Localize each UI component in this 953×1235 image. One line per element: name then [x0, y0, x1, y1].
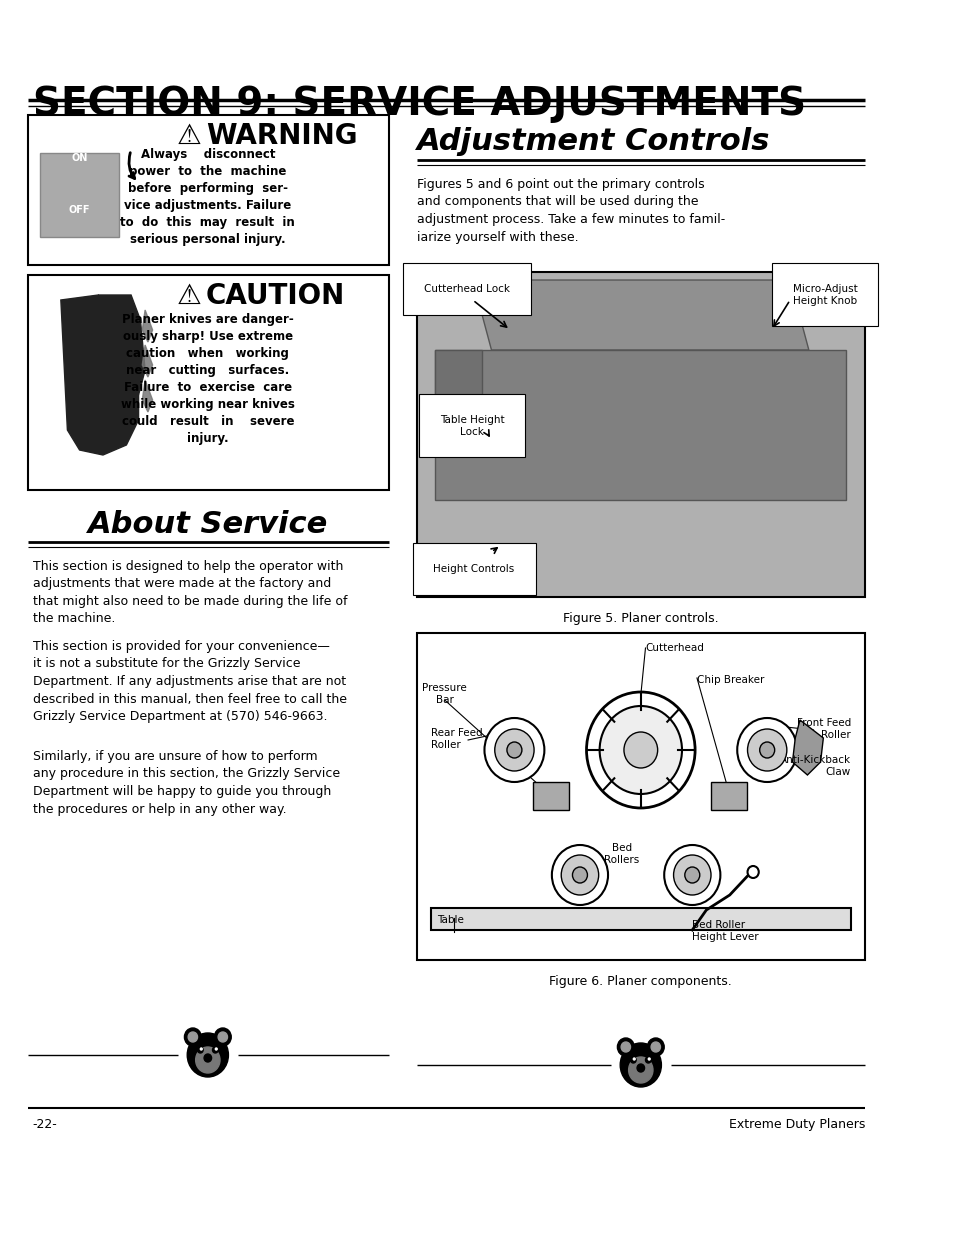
FancyBboxPatch shape [435, 350, 845, 500]
FancyBboxPatch shape [416, 634, 864, 960]
Circle shape [187, 1032, 228, 1077]
Circle shape [645, 1057, 650, 1063]
Circle shape [495, 729, 534, 771]
Circle shape [737, 718, 797, 782]
Text: Height Controls: Height Controls [433, 564, 515, 574]
Circle shape [747, 729, 786, 771]
Circle shape [484, 718, 544, 782]
Polygon shape [142, 380, 152, 412]
Text: Table Height
Lock: Table Height Lock [439, 415, 504, 437]
Circle shape [218, 1032, 227, 1042]
Circle shape [747, 866, 758, 878]
Text: Pressure
Bar: Pressure Bar [422, 683, 467, 705]
FancyBboxPatch shape [40, 153, 119, 237]
Text: ⚠: ⚠ [176, 122, 201, 149]
Circle shape [506, 742, 521, 758]
Text: Rear Feed
Roller: Rear Feed Roller [430, 727, 482, 750]
Text: Always    disconnect
power  to  the  machine
before  performing  ser-
vice adjus: Always disconnect power to the machine b… [120, 148, 294, 246]
Circle shape [560, 855, 598, 895]
Text: Similarly, if you are unsure of how to perform
any procedure in this section, th: Similarly, if you are unsure of how to p… [32, 750, 339, 815]
Text: Extreme Duty Planers: Extreme Duty Planers [728, 1118, 864, 1131]
Circle shape [197, 1047, 203, 1053]
Circle shape [215, 1049, 217, 1050]
Text: This section is provided for your convenience—
it is not a substitute for the Gr: This section is provided for your conven… [32, 640, 346, 722]
Text: Table: Table [436, 915, 463, 925]
Text: About Service: About Service [88, 510, 328, 538]
Text: Anti-Kickback
Claw: Anti-Kickback Claw [779, 755, 850, 777]
Circle shape [637, 1065, 644, 1072]
Circle shape [200, 1049, 202, 1050]
Text: Adjustment Controls: Adjustment Controls [416, 127, 769, 156]
Text: ON: ON [71, 153, 88, 163]
FancyBboxPatch shape [28, 275, 388, 490]
Text: OFF: OFF [69, 205, 91, 215]
Text: WARNING: WARNING [206, 122, 357, 149]
Polygon shape [98, 295, 145, 395]
FancyBboxPatch shape [533, 782, 568, 810]
Circle shape [213, 1047, 218, 1053]
Text: Figure 5. Planer controls.: Figure 5. Planer controls. [562, 613, 718, 625]
Text: Bed Roller
Height Lever: Bed Roller Height Lever [692, 920, 759, 941]
Circle shape [214, 1028, 231, 1046]
Circle shape [650, 1042, 659, 1052]
Text: ⚠: ⚠ [176, 282, 201, 310]
Circle shape [195, 1047, 220, 1073]
Circle shape [628, 1057, 652, 1083]
Polygon shape [473, 280, 808, 350]
Circle shape [188, 1032, 197, 1042]
Circle shape [204, 1053, 212, 1062]
Text: Figures 5 and 6 point out the primary controls
and components that will be used : Figures 5 and 6 point out the primary co… [416, 178, 724, 243]
FancyBboxPatch shape [710, 782, 746, 810]
Polygon shape [142, 345, 152, 377]
Circle shape [673, 855, 710, 895]
Circle shape [620, 1042, 630, 1052]
Circle shape [648, 1058, 650, 1060]
Text: Cutterhead Lock: Cutterhead Lock [424, 284, 510, 294]
Circle shape [623, 732, 657, 768]
FancyBboxPatch shape [435, 350, 481, 450]
Text: Chip Breaker: Chip Breaker [697, 676, 763, 685]
Polygon shape [61, 295, 138, 454]
Text: Bed
Rollers: Bed Rollers [604, 844, 639, 864]
Circle shape [586, 692, 695, 808]
Polygon shape [792, 720, 822, 776]
Text: Cutterhead: Cutterhead [645, 643, 703, 653]
Circle shape [633, 1058, 635, 1060]
FancyBboxPatch shape [28, 115, 388, 266]
Circle shape [551, 845, 607, 905]
FancyBboxPatch shape [430, 908, 850, 930]
Text: CAUTION: CAUTION [206, 282, 345, 310]
Circle shape [647, 1037, 663, 1056]
Circle shape [663, 845, 720, 905]
Text: This section is designed to help the operator with
adjustments that were made at: This section is designed to help the ope… [32, 559, 347, 625]
Circle shape [619, 1044, 660, 1087]
Text: Micro-Adjust
Height Knob: Micro-Adjust Height Knob [792, 284, 857, 305]
Circle shape [572, 867, 587, 883]
Circle shape [184, 1028, 201, 1046]
Text: SECTION 9: SERVICE ADJUSTMENTS: SECTION 9: SERVICE ADJUSTMENTS [32, 85, 805, 124]
Circle shape [684, 867, 700, 883]
Circle shape [630, 1057, 636, 1063]
Text: -22-: -22- [32, 1118, 57, 1131]
Circle shape [599, 706, 681, 794]
Text: Front Feed
Roller: Front Feed Roller [796, 718, 850, 740]
FancyBboxPatch shape [416, 272, 864, 597]
Text: Figure 6. Planer components.: Figure 6. Planer components. [549, 974, 731, 988]
Text: Planer knives are danger-
ously sharp! Use extreme
caution   when   working
near: Planer knives are danger- ously sharp! U… [121, 312, 294, 445]
Circle shape [617, 1037, 634, 1056]
Circle shape [759, 742, 774, 758]
Polygon shape [142, 310, 152, 342]
